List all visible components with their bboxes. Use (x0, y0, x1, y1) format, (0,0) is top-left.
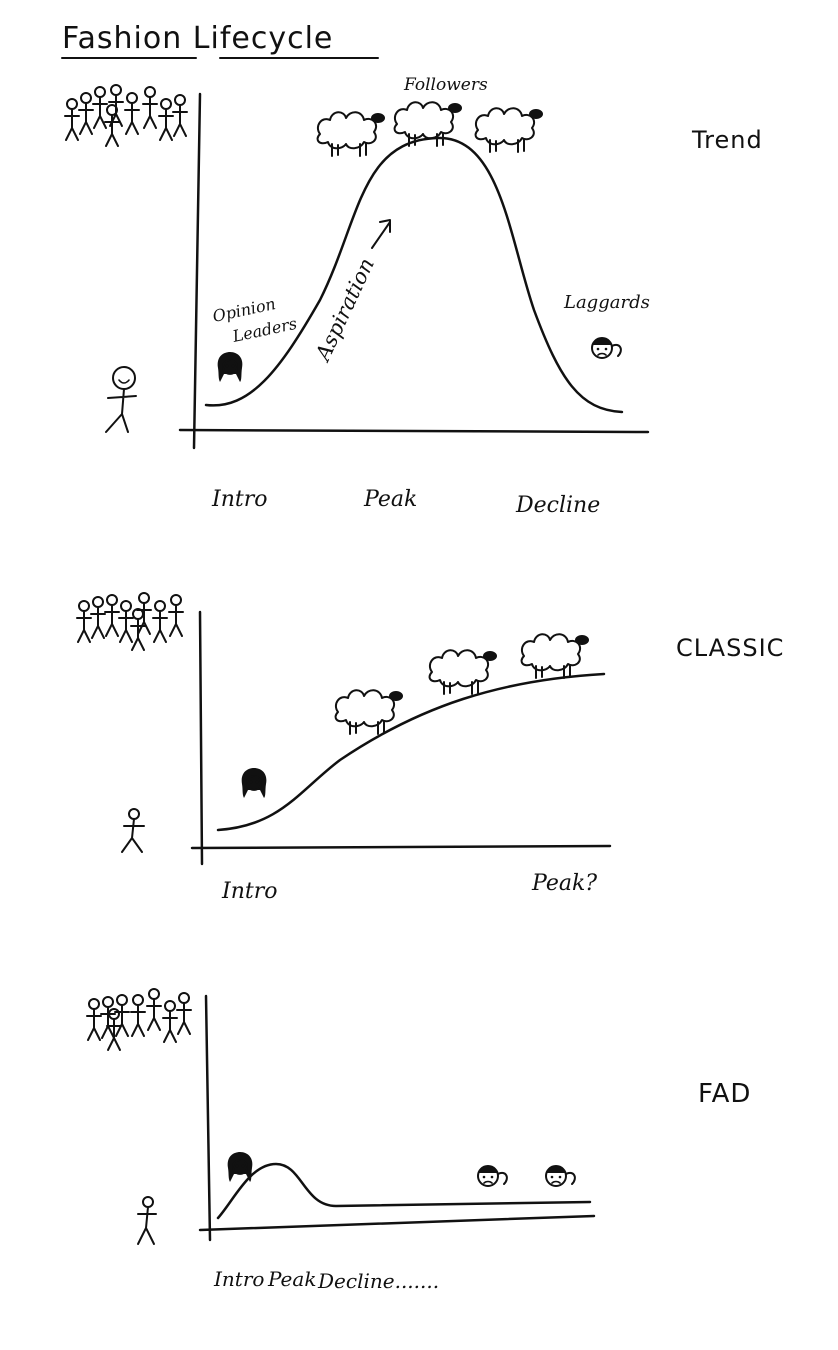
followers-label: Followers (403, 75, 488, 95)
fad-x-axis (198, 1214, 596, 1232)
fad-panel: FAD Intro Peak Decline....... (86, 988, 751, 1293)
fad-stage-decline: Decline....... (317, 1269, 439, 1293)
person-icon (137, 1196, 157, 1245)
aspiration-label: Aspiration (310, 254, 379, 366)
sheep-icon (334, 633, 590, 735)
trend-stage-intro: Intro (211, 487, 267, 512)
laggards-label: Laggards (563, 292, 650, 313)
fad-curve (216, 1162, 592, 1220)
classic-x-axis (190, 844, 612, 850)
fad-stage-intro: Intro (213, 1267, 264, 1291)
fad-stage-peak: Peak (267, 1267, 316, 1291)
opinion-leader-face-icon (216, 351, 244, 383)
aspiration-annotation: Aspiration (310, 219, 391, 366)
laggard-face-icon (477, 1165, 508, 1187)
fad-y-axis (204, 994, 212, 1242)
classic-y-axis (198, 610, 204, 866)
opinion-leader-face-icon (226, 1151, 254, 1183)
classic-panel: CLASSIC Intro Peak? (76, 592, 784, 904)
trend-type-label: Trend (691, 126, 763, 154)
classic-curve (216, 672, 606, 832)
page-title: Fashion Lifecycle (62, 21, 333, 56)
trend-stage-decline: Decline (515, 493, 600, 518)
classic-type-label: CLASSIC (676, 634, 784, 662)
crowd-icon (76, 592, 184, 651)
person-icon (105, 366, 137, 433)
trend-y-axis (192, 92, 202, 450)
trend-panel: Followers Aspiration Opinion Leaders Lag… (64, 75, 763, 518)
trend-stage-peak: Peak (363, 487, 417, 512)
crowd-icon (86, 988, 192, 1051)
classic-stage-peak: Peak? (531, 871, 597, 896)
crowd-icon (64, 84, 188, 147)
classic-stage-intro: Intro (221, 879, 277, 904)
laggard-face-icon (545, 1165, 576, 1187)
fad-type-label: FAD (698, 1079, 751, 1109)
person-icon (121, 808, 145, 853)
trend-x-axis (178, 428, 650, 434)
trend-curve (204, 136, 624, 414)
laggard-face-icon (591, 337, 622, 359)
opinion-leader-face-icon (240, 767, 268, 799)
sheep-icon (316, 101, 544, 157)
